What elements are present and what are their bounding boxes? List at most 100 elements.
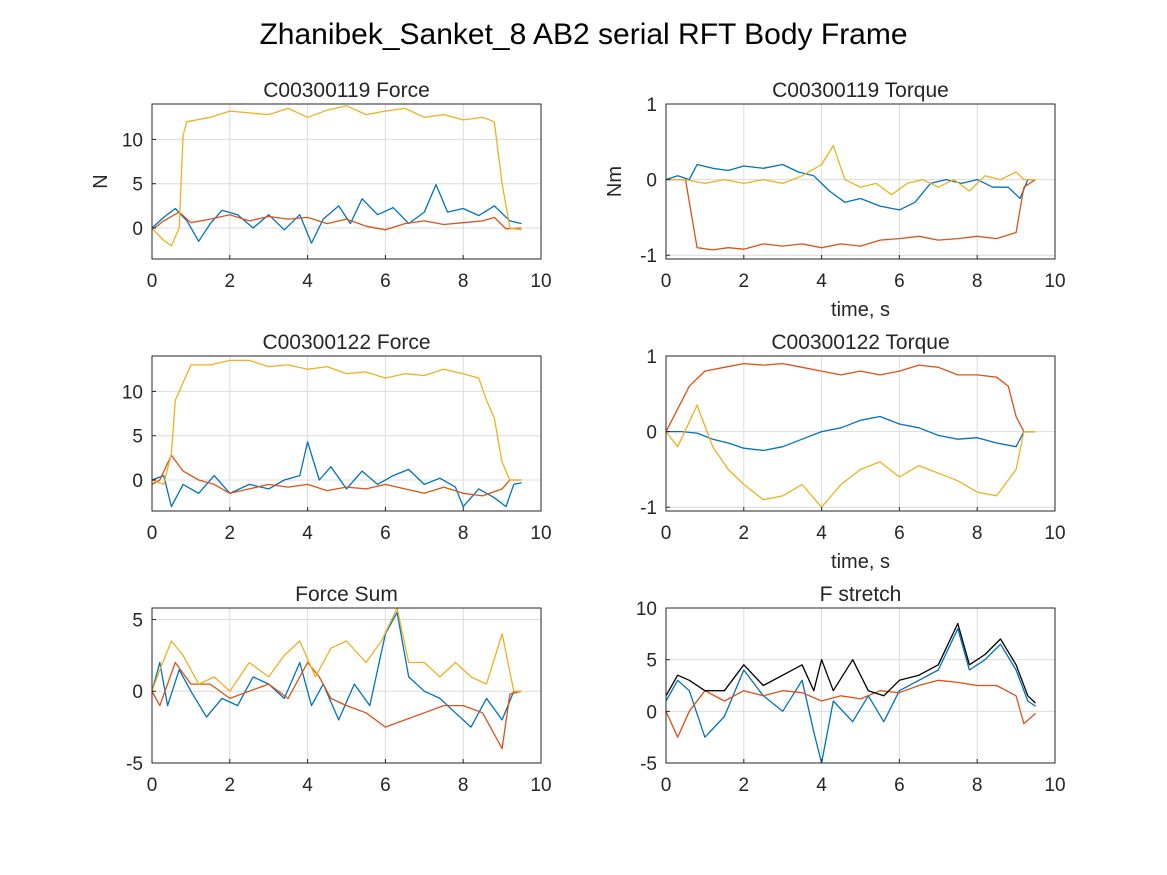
c119-force-xtick-label: 10 (530, 271, 551, 292)
force-sum-title: Force Sum (295, 583, 398, 606)
force-sum-xtick-label: 8 (458, 775, 469, 796)
f-stretch-ytick-label: 0 (646, 702, 657, 723)
c119-force-ytick-label: 10 (122, 130, 143, 151)
f-stretch-title: F stretch (820, 583, 902, 606)
c122-torque-series-blue-line (666, 415, 1036, 452)
c119-force-axes: 0 2 4 6 8 10 0 5 10 C00300119 Force N (90, 79, 552, 292)
c119-torque-ytick-label: -1 (640, 246, 657, 267)
f-stretch-axes-box (665, 607, 1056, 764)
c122-torque-ytick-label: -1 (640, 498, 657, 519)
force-sum-series-yellow-line (152, 608, 522, 692)
c119-torque-xtick-label: 6 (894, 271, 905, 292)
c122-force-axes-box (151, 355, 542, 512)
c122-torque-ytick-label: 1 (646, 347, 657, 368)
c122-torque-xtick-label: 6 (894, 523, 905, 544)
c119-torque-series-orange-line (666, 178, 1036, 251)
c122-torque-xtick-label: 2 (739, 523, 750, 544)
c119-torque-title: C00300119 Torque (772, 79, 949, 102)
f-stretch-ytick-label: 5 (646, 651, 657, 672)
c122-force-series-orange-line (152, 454, 522, 497)
c119-torque-ytick-label: 0 (646, 171, 657, 192)
c119-force-ytick-label: 5 (132, 175, 143, 196)
f-stretch-xtick-label: 2 (739, 775, 750, 796)
c122-torque-xtick-label: 0 (661, 523, 672, 544)
figure-title: Zhanibek_Sanket_8 AB2 serial RFT Body Fr… (259, 18, 908, 51)
force-sum-xtick-label: 6 (380, 775, 391, 796)
c122-force-series-yellow-line (152, 359, 522, 486)
f-stretch-ytick-label: -5 (640, 754, 657, 775)
c119-torque-ytick-label: 1 (646, 95, 657, 116)
c119-torque-series-blue-line (666, 163, 1036, 211)
c122-torque-axes-box (665, 355, 1056, 512)
f-stretch-xtick-label: 8 (972, 775, 983, 796)
force-sum-xtick-label: 4 (302, 775, 313, 796)
c122-force-xtick-label: 2 (225, 523, 236, 544)
c119-torque-plot-area (666, 104, 1055, 259)
c119-torque-axes-box (665, 103, 1056, 260)
force-sum-axes-box (151, 607, 542, 764)
f-stretch-xtick-label: 0 (661, 775, 672, 796)
force-sum-plot-area (152, 608, 541, 763)
c122-force-series-blue-line (152, 441, 522, 508)
c122-force-ytick-label: 5 (132, 427, 143, 448)
force-sum-series-blue-line (152, 611, 522, 728)
c119-force-axes-box (151, 103, 542, 260)
c122-torque-xtick-label: 10 (1044, 523, 1065, 544)
c122-force-ytick-label: 10 (122, 382, 143, 403)
c119-force-xtick-label: 8 (458, 271, 469, 292)
c122-torque-xtick-label: 4 (816, 523, 827, 544)
force-sum-ytick-label: -5 (126, 754, 143, 775)
force-sum-xtick-label: 10 (530, 775, 551, 796)
c122-torque-title: C00300122 Torque (771, 331, 949, 354)
force-sum-xtick-label: 0 (147, 775, 158, 796)
c122-torque-xlabel: time, s (831, 551, 890, 573)
c122-torque-series-orange-line (666, 362, 1036, 433)
c122-force-xtick-label: 6 (380, 523, 391, 544)
c119-torque-xtick-label: 10 (1044, 271, 1065, 292)
c122-force-xtick-label: 10 (530, 523, 551, 544)
c119-force-xtick-label: 0 (147, 271, 158, 292)
f-stretch-series-blue-line (666, 628, 1036, 763)
f-stretch-xtick-label: 6 (894, 775, 905, 796)
c119-force-ytick-label: 0 (132, 219, 143, 240)
f-stretch-ytick-label: 10 (636, 599, 657, 620)
force-sum-series-orange-line (152, 661, 522, 750)
c122-force-axes: 0 2 4 6 8 10 0 5 10 C00300122 Force (122, 331, 552, 544)
c122-torque-series-yellow-line (666, 404, 1036, 508)
c119-force-series-blue-line (152, 183, 522, 244)
c119-force-xtick-label: 4 (302, 271, 313, 292)
c119-torque-xtick-label: 0 (661, 271, 672, 292)
c119-torque-series-yellow-line (666, 144, 1036, 196)
c122-force-xtick-label: 0 (147, 523, 158, 544)
c119-torque-xtick-label: 4 (816, 271, 827, 292)
c122-torque-ytick-label: 0 (646, 423, 657, 444)
c122-force-ytick-label: 0 (132, 471, 143, 492)
c119-force-xtick-label: 2 (225, 271, 236, 292)
c122-force-xtick-label: 4 (302, 523, 313, 544)
c119-force-ylabel: N (90, 174, 112, 188)
f-stretch-series-orange-line (666, 679, 1036, 738)
force-sum-ytick-label: 0 (132, 682, 143, 703)
c119-force-plot-area (152, 104, 541, 259)
c119-force-xtick-label: 6 (380, 271, 391, 292)
c119-force-series-yellow-line (152, 105, 522, 247)
f-stretch-xtick-label: 4 (816, 775, 827, 796)
f-stretch-series-black-line (666, 622, 1036, 704)
c119-torque-xtick-label: 2 (739, 271, 750, 292)
c119-torque-ylabel: Nm (604, 166, 626, 197)
c119-torque-xtick-label: 8 (972, 271, 983, 292)
c119-force-title: C00300119 Force (263, 79, 430, 102)
c122-force-title: C00300122 Force (262, 331, 430, 354)
c122-force-xtick-label: 8 (458, 523, 469, 544)
force-sum-ytick-label: 5 (132, 610, 143, 631)
c122-torque-xtick-label: 8 (972, 523, 983, 544)
c119-torque-xlabel: time, s (831, 299, 890, 321)
c122-torque-plot-area (666, 356, 1055, 511)
force-sum-xtick-label: 2 (225, 775, 236, 796)
